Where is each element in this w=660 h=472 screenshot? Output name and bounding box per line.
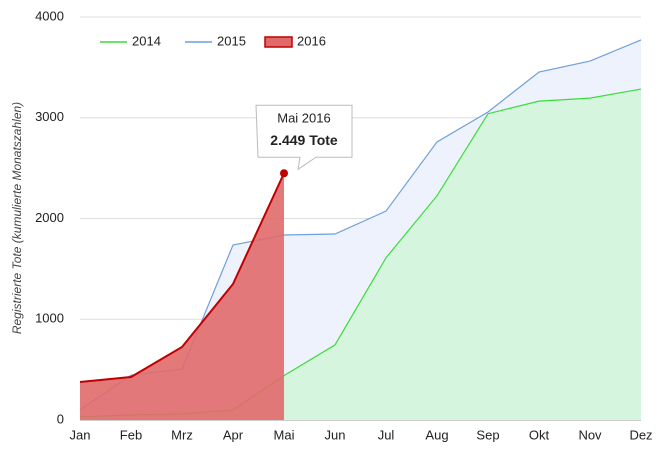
legend-label: 2014 bbox=[132, 33, 161, 48]
x-tick-label: Dez bbox=[629, 427, 652, 442]
x-tick-label: Jul bbox=[378, 427, 395, 442]
x-tick-label: Mrz bbox=[171, 427, 193, 442]
y-tick-label: 1000 bbox=[35, 311, 64, 326]
legend-label: 2016 bbox=[297, 33, 326, 48]
x-tick-label: Jun bbox=[325, 427, 346, 442]
x-tick-label: Jan bbox=[70, 427, 91, 442]
y-axis-title: Registrierte Tote (kumulierte Monatszahl… bbox=[10, 102, 24, 334]
x-tick-label: Nov bbox=[578, 427, 602, 442]
y-tick-label: 4000 bbox=[35, 8, 64, 23]
y-tick-label: 0 bbox=[57, 411, 64, 426]
x-tick-label: Apr bbox=[223, 427, 244, 442]
data-point bbox=[280, 169, 288, 178]
x-tick-label: Okt bbox=[529, 427, 550, 442]
tooltip-value: 2.449 Tote bbox=[270, 132, 338, 148]
legend-label: 2015 bbox=[217, 33, 246, 48]
y-tick-label: 2000 bbox=[35, 210, 64, 225]
tooltip-box bbox=[255, 104, 353, 171]
x-tick-label: Feb bbox=[120, 427, 142, 442]
legend-swatch bbox=[264, 36, 293, 48]
tooltip-title: Mai 2016 bbox=[277, 111, 330, 126]
area bbox=[80, 89, 641, 420]
area bbox=[80, 173, 284, 420]
x-tick-label: Aug bbox=[425, 427, 448, 442]
y-tick-label: 3000 bbox=[35, 109, 64, 124]
x-tick-label: Sep bbox=[476, 427, 499, 442]
line bbox=[79, 172, 285, 384]
x-tick-label: Mai bbox=[274, 427, 295, 442]
